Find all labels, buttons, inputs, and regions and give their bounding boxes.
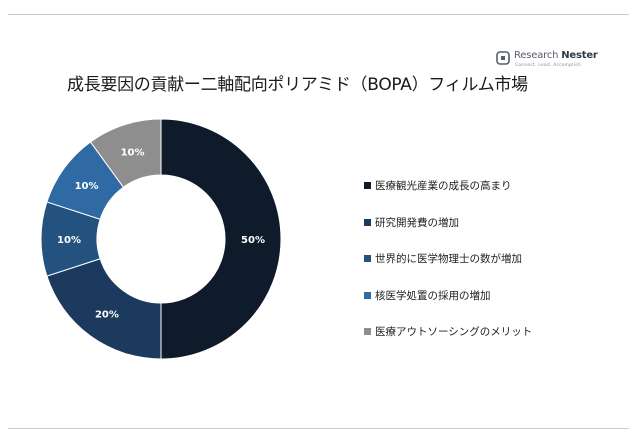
donut-slice-1 [160,118,282,360]
slice-label-3: 10% [57,235,81,246]
slice-label-2: 20% [95,309,119,320]
logo-icon [496,51,510,65]
legend-swatch [364,182,371,189]
donut-slice-5 [89,118,162,188]
slice-label-4: 10% [75,181,99,192]
legend-swatch [364,255,371,262]
legend-label: 医療観光産業の成長の高まり [375,180,512,192]
legend-swatch [364,291,371,299]
legend-label: 世界的に医学物理士の数が増加 [375,253,522,265]
bottom-divider [8,428,629,429]
top-divider [8,14,629,15]
research-nester-logo: Research Nester Connect. Lead. Accomplis… [496,49,606,73]
chart-title: 成長要因の貢献ー二軸配向ポリアミド（BOPA）フィルム市場 [67,75,528,95]
slice-label-5: 10% [121,148,145,159]
slice-label-1: 50% [241,235,265,246]
legend-label: 核医学処置の採用の増加 [375,289,491,302]
legend-swatch [364,328,371,335]
legend-label: 研究開発費の増加 [375,216,459,229]
logo-name: Research Nester [514,50,598,61]
legend-label: 医療アウトソーシングのメリット [375,326,533,338]
donut-chart: 50% 20% 10% 10% 10% [40,118,282,360]
logo-tagline: Connect. Lead. Accomplish [515,63,581,68]
legend-swatch [364,218,371,226]
